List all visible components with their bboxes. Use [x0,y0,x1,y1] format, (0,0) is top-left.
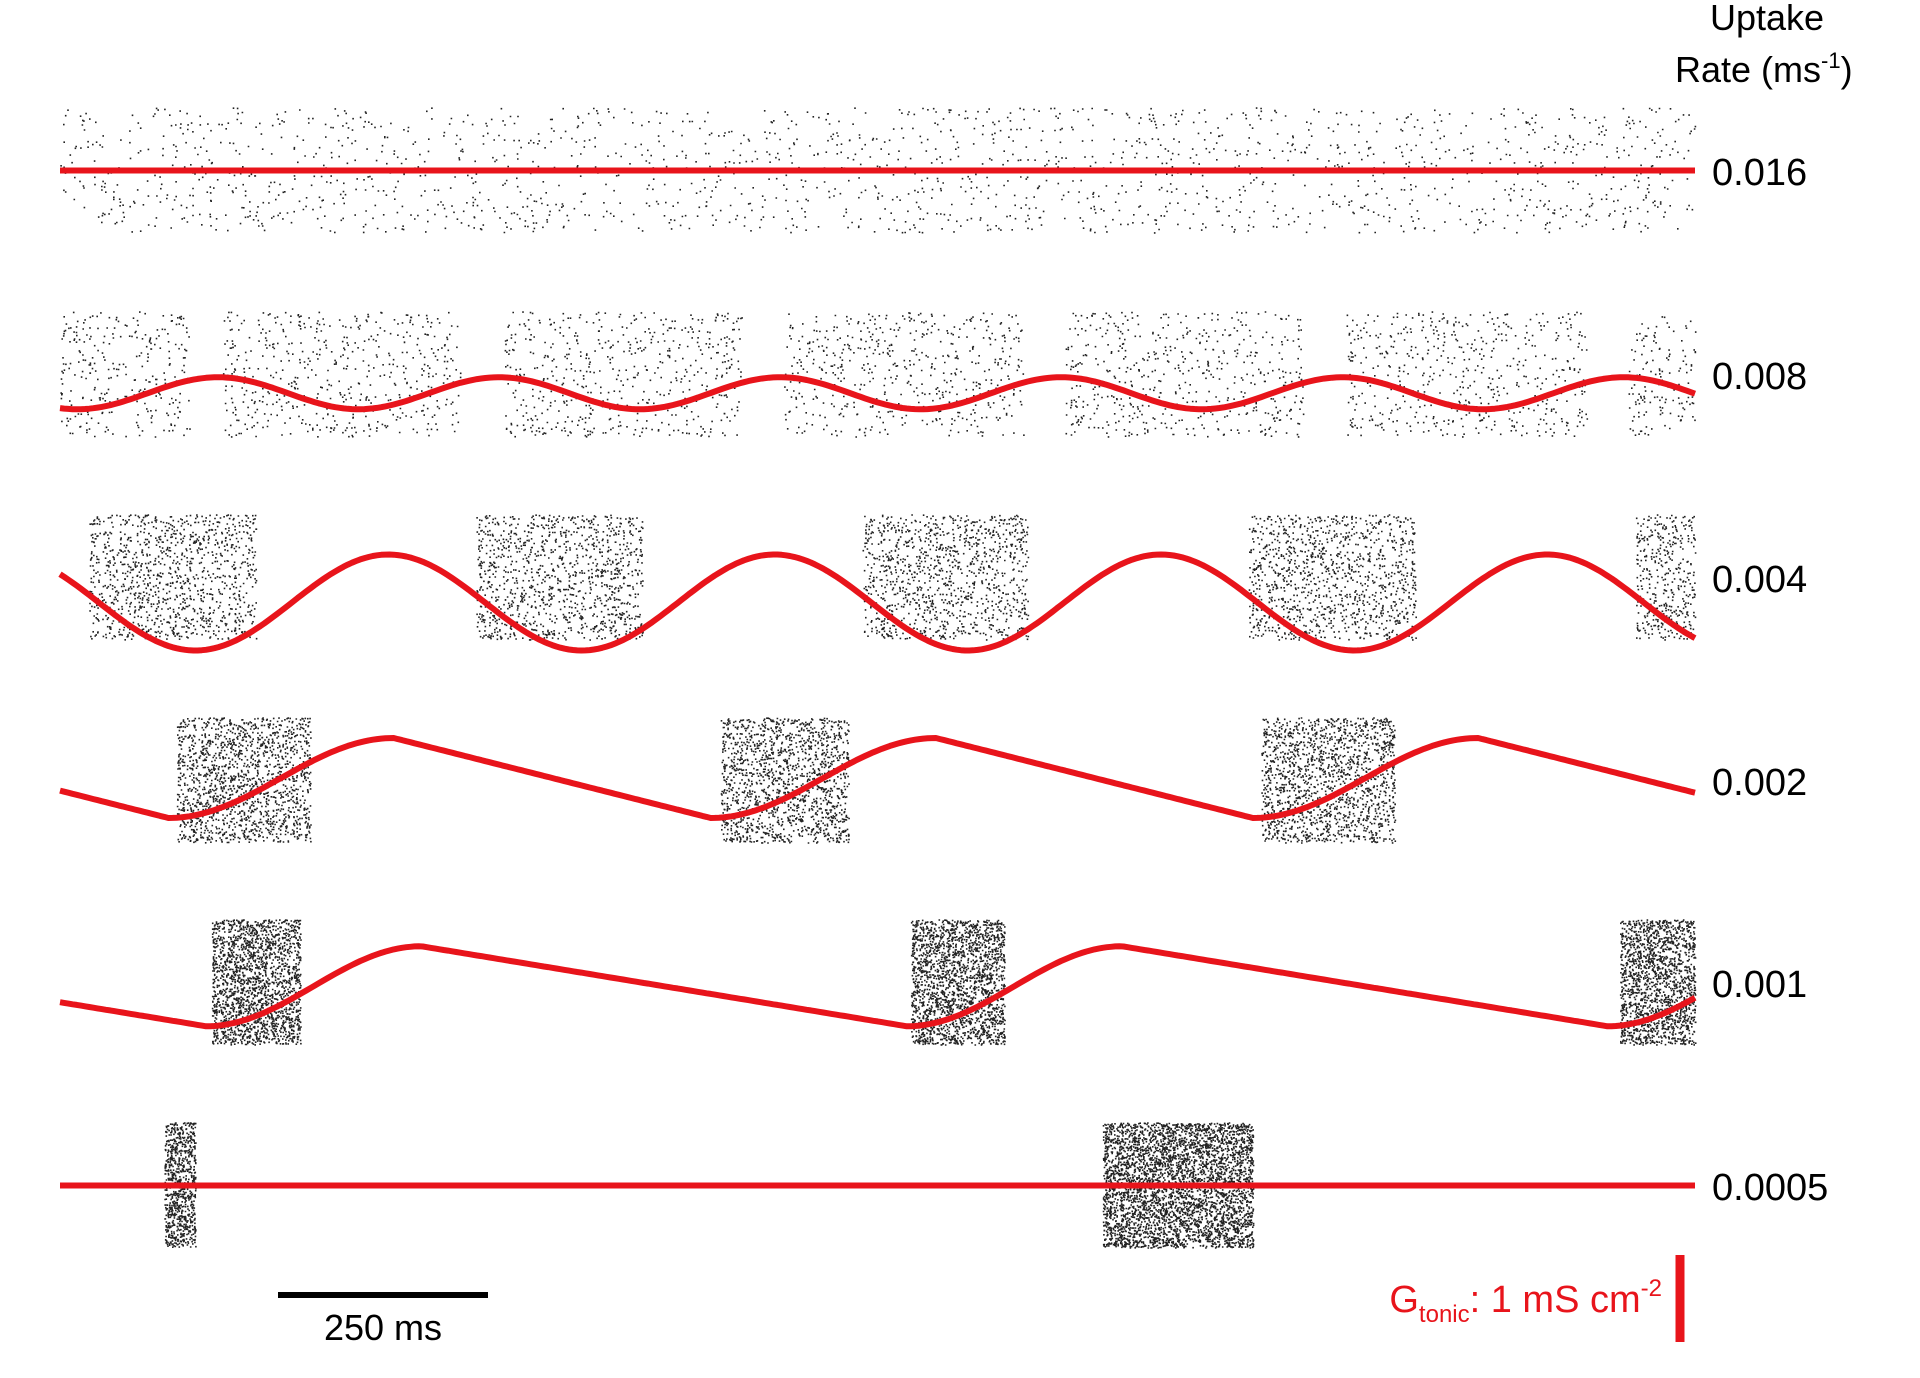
spike-burst [1346,311,1589,438]
spike-burst [504,311,743,438]
gtonic-trace [58,551,1697,654]
spike-burst [89,514,258,641]
spike-burst [1102,1122,1255,1249]
raster-row: 0.0005 [60,1122,1828,1249]
spike-burst [784,312,1025,438]
uptake-rate-label: 0.001 [1712,964,1807,1006]
spike-burst [1065,311,1305,438]
gtonic-trace [59,943,1697,1030]
raster-row: 0.002 [59,717,1807,844]
uptake-rate-label: 0.008 [1712,356,1807,398]
raster-row: 0.004 [58,514,1807,654]
uptake-rate-header-line1: Uptake [1710,0,1824,38]
spike-burst [910,919,1006,1046]
spike-burst [60,311,191,438]
spike-burst [1261,717,1397,844]
uptake-rate-label: 0.002 [1712,762,1807,804]
raster-row: 0.016 [60,107,1807,234]
gtonic-trace [59,374,1697,413]
spike-burst [222,311,462,438]
uptake-rate-header-line2: Rate (ms-1) [1675,48,1853,90]
time-scale-bar-label: 250 ms [324,1307,442,1348]
gtonic-trace [59,735,1696,821]
spike-burst [1248,514,1417,641]
spike-burst [476,514,644,641]
spike-burst [862,514,1030,641]
spike-burst [176,717,312,844]
raster-row: 0.008 [59,311,1807,438]
spike-burst [720,717,850,844]
spike-burst [1635,514,1697,641]
gtonic-scale-label: Gtonic: 1 mS cm-2 [1389,1275,1662,1328]
uptake-rate-label: 0.004 [1712,559,1807,601]
spike-burst [60,107,1697,234]
uptake-rate-label: 0.016 [1712,152,1807,194]
raster-rows: 0.016 0.008 0.004 0.002 0.001 0.0005 [58,107,1828,1249]
uptake-rate-label: 0.0005 [1712,1167,1828,1209]
raster-row: 0.001 [59,919,1807,1046]
